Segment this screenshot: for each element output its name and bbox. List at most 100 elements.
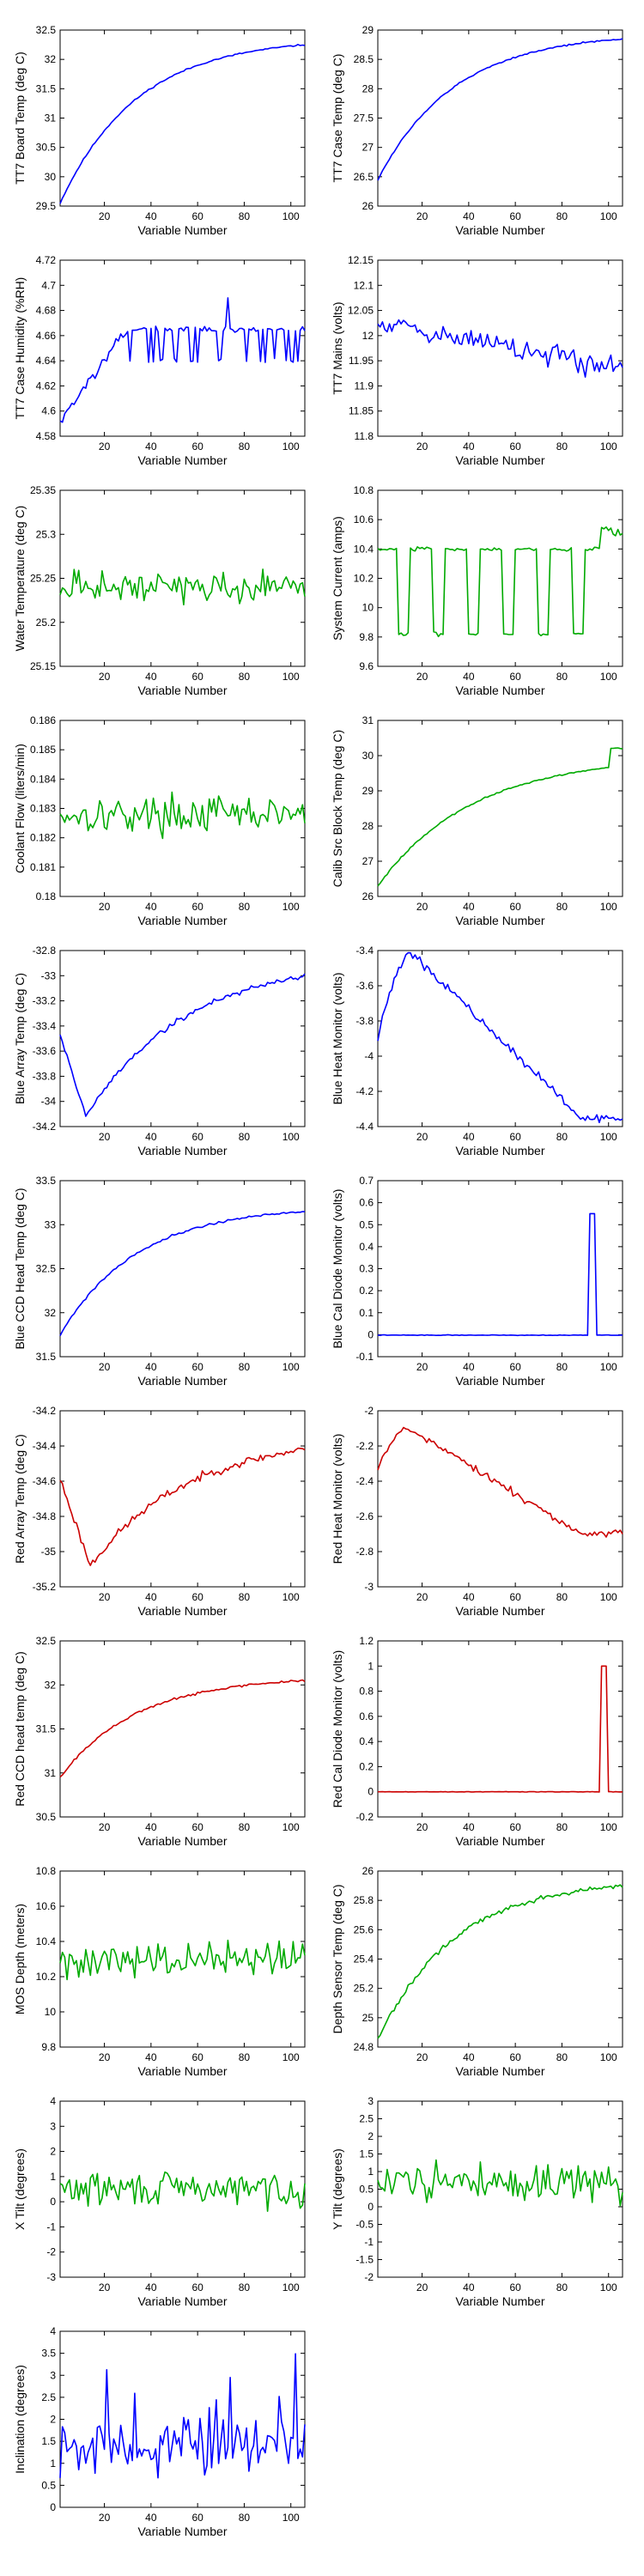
y-axis-label: TT7 Board Temp (deg C) xyxy=(13,52,27,185)
x-tick-label: 60 xyxy=(509,210,521,222)
y-tick-label: 27 xyxy=(362,855,374,867)
y-tick-label: 1 xyxy=(50,2458,56,2470)
y-tick-label: 26.5 xyxy=(354,171,374,183)
y-axis-label: Depth Sensor Temp (deg C) xyxy=(331,1884,344,2033)
y-tick-label: 32.5 xyxy=(36,24,57,36)
plot-frame xyxy=(377,1180,623,1358)
x-axis-label: Variable Number xyxy=(137,2524,227,2538)
y-axis-label: TT7 Case Humidity (%RH) xyxy=(13,277,27,420)
y-axis-label: Y Tilt (degrees) xyxy=(331,2148,344,2230)
plot-frame xyxy=(59,29,306,207)
y-tick-label: -3.8 xyxy=(355,1015,374,1027)
y-tick-label: 32 xyxy=(45,1679,57,1691)
y-tick-label: 0 xyxy=(368,1786,374,1798)
y-tick-label: 25.35 xyxy=(30,484,56,496)
x-axis-label: Variable Number xyxy=(137,914,227,927)
x-tick-label: 80 xyxy=(556,901,568,913)
x-tick-label: 20 xyxy=(416,901,428,913)
x-tick-label: 60 xyxy=(191,1591,204,1603)
y-tick-label: 10.6 xyxy=(36,1900,57,1912)
y-tick-label: -2.4 xyxy=(355,1475,374,1487)
y-tick-label: 1.2 xyxy=(359,1635,374,1647)
x-tick-label: 100 xyxy=(600,2281,617,2293)
y-axis-label: Red Array Temp (deg C) xyxy=(13,1434,27,1564)
x-tick-label: 60 xyxy=(509,1361,521,1373)
y-tick-label: 11.95 xyxy=(349,355,374,367)
chart-20: 20 40 60 80 100 -2 -1.5 -1 -0.5 0 0.5 1 1.5 2 2.5 3 Vari… xyxy=(331,2095,623,2308)
y-tick-label: 4.6 xyxy=(41,405,56,417)
y-tick-label: -34.4 xyxy=(33,1440,57,1452)
y-tick-label: 10.4 xyxy=(354,543,374,555)
x-tick-label: 80 xyxy=(556,210,568,222)
series-line xyxy=(377,951,623,1124)
x-axis-label: Variable Number xyxy=(455,1374,544,1388)
y-tick-label: 0 xyxy=(50,2196,56,2208)
x-tick-label: 20 xyxy=(416,2051,428,2063)
chart-2: 20 40 60 80 100 26 26.5 27 27.5 28 28.5 29 Variable … xyxy=(331,24,623,237)
plot-frame xyxy=(377,1640,623,1818)
y-tick-label: -33.6 xyxy=(33,1045,57,1057)
y-tick-label: 9.6 xyxy=(359,660,374,672)
chart-3: 20 40 60 80 100 4.58 4.6 4.62 4.64 4.66 4.68 4.7 4.7… xyxy=(13,254,306,467)
x-tick-label: 20 xyxy=(416,671,428,683)
y-tick-label: 1 xyxy=(368,1660,374,1672)
y-tick-label: -2 xyxy=(46,2246,56,2258)
x-tick-label: 80 xyxy=(239,440,251,453)
y-tick-label: -2 xyxy=(364,1405,374,1417)
x-tick-label: 20 xyxy=(99,1131,111,1143)
x-tick-label: 20 xyxy=(99,2051,111,2063)
plot-frame xyxy=(377,720,623,897)
y-tick-label: -3 xyxy=(46,2271,56,2283)
y-tick-label: -34 xyxy=(41,1096,57,1108)
y-tick-label: 0.186 xyxy=(30,714,56,726)
series-line xyxy=(59,297,306,423)
chart-19: 20 40 60 80 100 -3 -2 -1 0 1 2 3 4 Variable Number X T… xyxy=(13,2095,306,2308)
y-tick-label: 0.4 xyxy=(359,1241,374,1253)
x-tick-label: 20 xyxy=(99,1361,111,1373)
chart-21: 20 40 60 80 100 0 0.5 1 1.5 2 2.5 3 3.5 4 Variable Num… xyxy=(13,2325,306,2538)
x-tick-label: 20 xyxy=(416,210,428,222)
x-tick-label: 20 xyxy=(99,440,111,453)
y-tick-label: 30 xyxy=(45,171,57,183)
x-tick-label: 60 xyxy=(509,440,521,453)
chart-10: 20 40 60 80 100 -4.4 -4.2 -4 -3.8 -3.6 -3.4 Variabl… xyxy=(331,945,623,1157)
y-tick-label: 2 xyxy=(50,2146,56,2158)
x-axis-label: Variable Number xyxy=(455,223,544,237)
y-tick-label: -1 xyxy=(364,2236,374,2248)
plot-frame xyxy=(377,489,623,667)
x-tick-label: 80 xyxy=(239,1361,251,1373)
x-axis-label: Variable Number xyxy=(455,1834,544,1848)
series-line xyxy=(378,1665,623,1793)
y-tick-label: 29 xyxy=(362,785,374,797)
plot-frame xyxy=(377,1870,623,2048)
x-tick-label: 40 xyxy=(145,1821,157,1833)
x-tick-label: 20 xyxy=(416,1131,428,1143)
y-tick-label: -34.2 xyxy=(33,1121,57,1133)
x-axis-label: Variable Number xyxy=(137,2064,227,2078)
x-tick-label: 100 xyxy=(283,1131,300,1143)
x-tick-label: 100 xyxy=(283,2281,300,2293)
y-tick-label: 10.6 xyxy=(354,513,374,526)
y-axis-label: Red Heat Monitor (volts) xyxy=(331,1434,344,1564)
y-tick-label: 0.182 xyxy=(30,832,56,844)
y-tick-label: 25.25 xyxy=(30,573,56,585)
y-tick-label: 30.5 xyxy=(36,142,57,154)
x-tick-label: 100 xyxy=(283,1591,300,1603)
y-tick-label: 26 xyxy=(362,200,374,212)
x-tick-label: 60 xyxy=(191,1821,204,1833)
y-tick-label: 32 xyxy=(45,53,57,65)
y-axis-label: Blue CCD Head Temp (deg C) xyxy=(13,1188,27,1349)
y-tick-label: -35 xyxy=(41,1546,57,1558)
y-tick-label: 0.18 xyxy=(36,890,57,902)
x-tick-label: 20 xyxy=(99,671,111,683)
x-tick-label: 20 xyxy=(416,1591,428,1603)
y-tick-label: 2 xyxy=(368,2130,374,2142)
x-tick-label: 40 xyxy=(145,2281,157,2293)
x-axis-label: Variable Number xyxy=(455,1144,544,1157)
plot-frame xyxy=(377,259,623,437)
y-axis-label: Red CCD head temp (deg C) xyxy=(13,1651,27,1807)
x-tick-label: 20 xyxy=(99,210,111,222)
x-tick-label: 80 xyxy=(239,2512,251,2524)
y-tick-label: 0 xyxy=(50,2501,56,2513)
x-tick-label: 80 xyxy=(556,1591,568,1603)
